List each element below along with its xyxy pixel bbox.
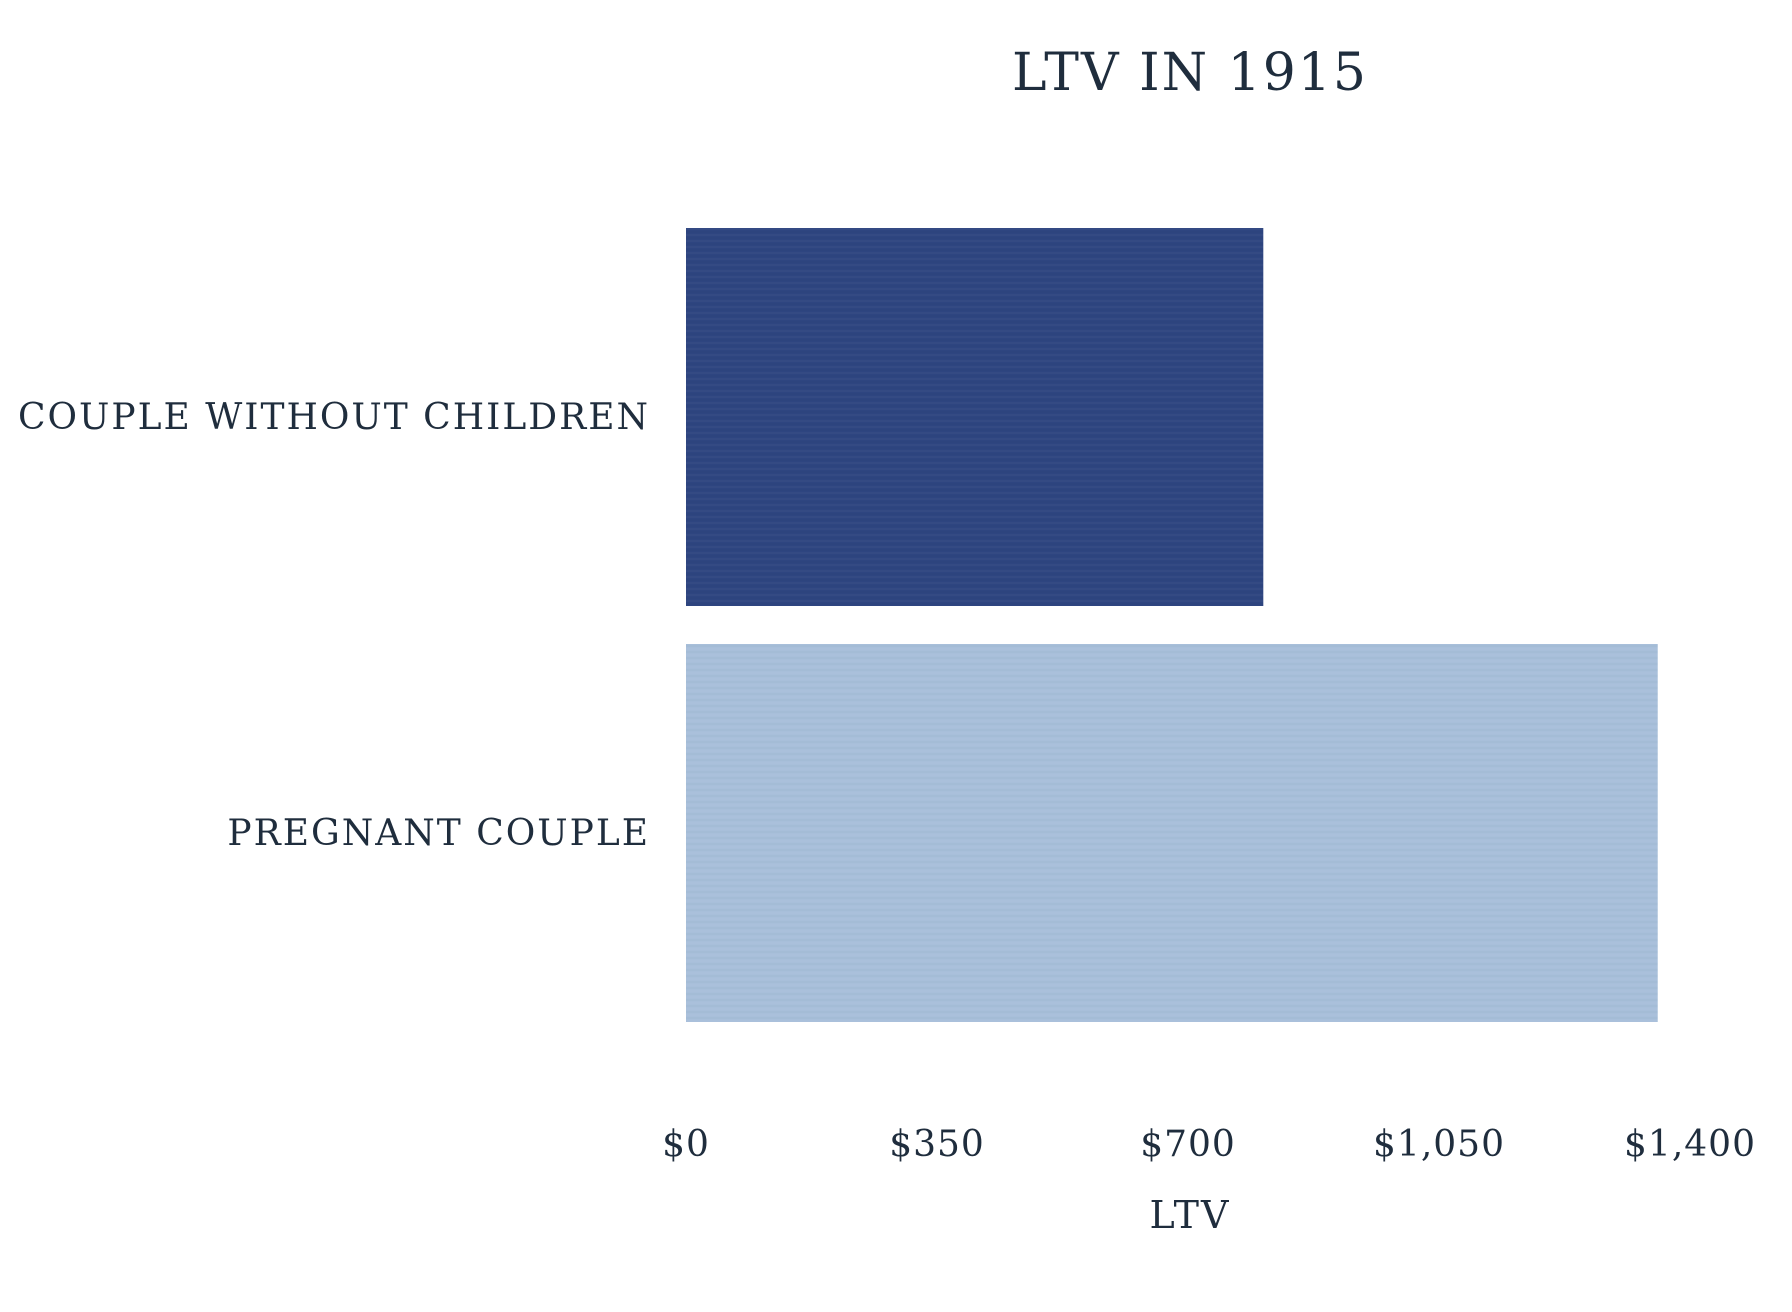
bars-layer (686, 228, 1658, 1022)
x-axis-ticks: $0 $350 $700 $1,050 $1,400 (662, 1124, 1756, 1165)
chart-title: LTV IN 1915 (1012, 43, 1368, 103)
x-tick-label-3: $700 (1140, 1124, 1236, 1165)
x-tick-label-5: $1,400 (1624, 1124, 1756, 1165)
category-label-2: PREGNANT COUPLE (227, 813, 650, 854)
bar-texture-2 (686, 644, 1658, 1022)
category-label-1: COUPLE WITHOUT CHILDREN (18, 397, 650, 438)
x-axis-title: LTV (1150, 1193, 1231, 1237)
x-tick-label-4: $1,050 (1373, 1124, 1505, 1165)
x-tick-label-2: $350 (889, 1124, 985, 1165)
category-labels: COUPLE WITHOUT CHILDREN PREGNANT COUPLE (18, 397, 650, 854)
bar-texture-1 (686, 228, 1264, 606)
x-tick-label-1: $0 (662, 1124, 710, 1165)
